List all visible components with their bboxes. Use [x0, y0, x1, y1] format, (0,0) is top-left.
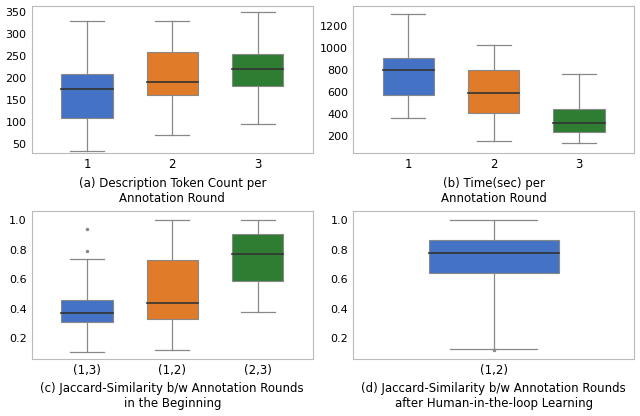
Polygon shape — [147, 260, 198, 319]
X-axis label: (d) Jaccard-Similarity b/w Annotation Rounds
after Human-in-the-loop Learning: (d) Jaccard-Similarity b/w Annotation Ro… — [362, 382, 626, 411]
X-axis label: (a) Description Token Count per
Annotation Round: (a) Description Token Count per Annotati… — [79, 176, 266, 205]
Polygon shape — [383, 58, 434, 95]
Polygon shape — [147, 52, 198, 94]
Polygon shape — [429, 240, 559, 273]
Polygon shape — [61, 300, 113, 322]
Polygon shape — [232, 234, 283, 281]
X-axis label: (b) Time(sec) per
Annotation Round: (b) Time(sec) per Annotation Round — [441, 176, 547, 205]
Polygon shape — [468, 70, 519, 114]
X-axis label: (c) Jaccard-Similarity b/w Annotation Rounds
in the Beginning: (c) Jaccard-Similarity b/w Annotation Ro… — [40, 382, 304, 411]
Polygon shape — [232, 54, 283, 86]
Polygon shape — [61, 74, 113, 118]
Polygon shape — [554, 109, 605, 132]
